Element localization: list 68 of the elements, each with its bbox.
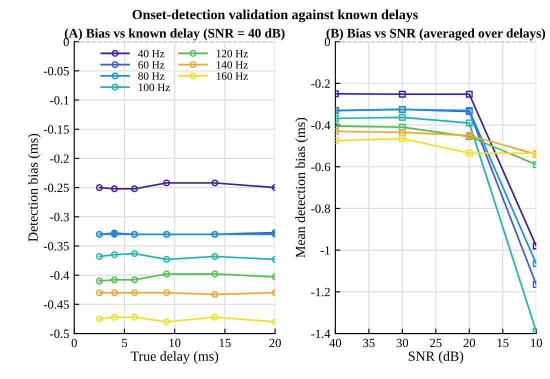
- y-tick-label: -0.5: [50, 330, 69, 338]
- x-tick-label: 35: [363, 338, 375, 348]
- y-tick-label: -0.6: [311, 162, 330, 172]
- legend-label: 120 Hz: [216, 50, 248, 58]
- y-tick-label: -0.25: [44, 184, 69, 192]
- point: [211, 253, 218, 260]
- legend-label: 160 Hz: [216, 72, 248, 80]
- x-tick-label: 20: [464, 338, 476, 348]
- y-tick-label: -0.8: [311, 204, 330, 213]
- point: [110, 289, 118, 296]
- point: [110, 314, 118, 321]
- y-tick-label: -1.2: [311, 288, 330, 296]
- point: [211, 290, 218, 298]
- y-axis-title: Mean detection bias (ms): [295, 118, 308, 258]
- y-tick-label: -0.2: [50, 154, 69, 163]
- legend-label: 60 Hz: [138, 61, 164, 69]
- x-tick-label: 5: [122, 338, 128, 348]
- x-tick-label: 40: [329, 338, 342, 348]
- y-tick-label: -0.35: [44, 242, 69, 250]
- point: [96, 289, 103, 296]
- point: [211, 270, 218, 278]
- x-axis-title: True delay (ms): [130, 351, 218, 364]
- point: [110, 276, 118, 284]
- x-tick-label: 25: [430, 338, 442, 348]
- y-tick-label: -1: [320, 246, 330, 254]
- x-tick-label: 20: [269, 338, 281, 348]
- y-axis-title: Detection bias (ms): [28, 134, 41, 242]
- point: [163, 318, 170, 326]
- x-tick-label: 10: [531, 338, 542, 348]
- y-tick-label: -0.3: [50, 212, 69, 222]
- point: [163, 179, 170, 186]
- legend-label: 80 Hz: [138, 72, 164, 80]
- x-tick-label: 30: [396, 338, 408, 348]
- y-tick-label: -0.05: [44, 66, 69, 76]
- point: [110, 185, 118, 192]
- point: [163, 289, 170, 296]
- point: [96, 184, 103, 192]
- y-tick-label: -0.4: [311, 121, 330, 130]
- x-tick-label: 10: [170, 338, 180, 348]
- y-tick-label: -0.1: [50, 96, 69, 105]
- chart-title: (A) Bias vs known delay (SNR = 40 dB): [64, 28, 285, 40]
- point: [131, 276, 138, 284]
- legend-label: 40 Hz: [138, 50, 164, 58]
- point: [131, 289, 138, 296]
- x-tick-label: 0: [72, 338, 77, 348]
- point: [131, 185, 138, 192]
- y-tick-label: -0.2: [311, 79, 330, 88]
- point: [211, 314, 218, 321]
- point: [163, 256, 170, 263]
- point: [163, 270, 170, 278]
- y-tick-label: -0.15: [44, 125, 69, 134]
- legend-label: 100 Hz: [138, 84, 170, 92]
- point: [96, 253, 103, 260]
- point: [131, 314, 138, 321]
- y-tick-label: 0: [64, 38, 69, 46]
- x-axis-title: SNR (dB): [408, 351, 464, 364]
- point: [211, 179, 218, 186]
- point: [110, 251, 118, 258]
- x-tick-label: 15: [498, 338, 509, 348]
- y-tick-label: -0.4: [50, 271, 70, 280]
- point: [96, 278, 103, 284]
- x-tick-label: 15: [220, 338, 231, 348]
- y-tick-label: -0.45: [44, 300, 69, 309]
- text: Onset-detection validation against known delays: [132, 9, 418, 22]
- point: [131, 250, 138, 258]
- legend-label: 140 Hz: [216, 61, 248, 69]
- y-tick-label: -1.4: [311, 330, 330, 338]
- point: [96, 315, 103, 322]
